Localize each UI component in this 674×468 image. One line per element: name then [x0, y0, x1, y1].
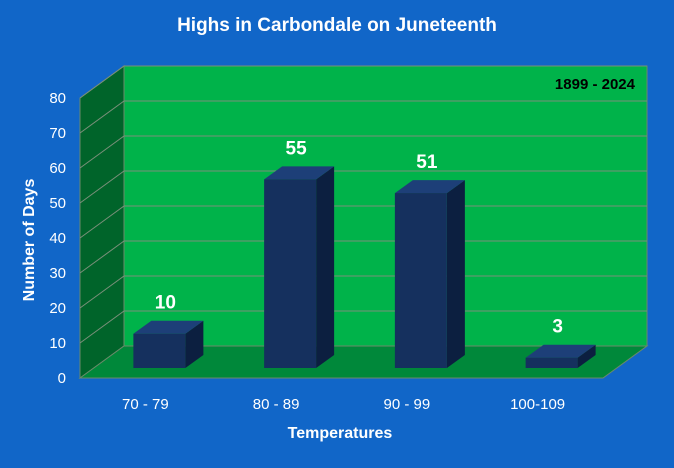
- x-axis-ticks: 70 - 79 80 - 89 90 - 99 100-109: [122, 396, 565, 413]
- bar: [394, 193, 447, 368]
- floor: [78, 345, 649, 379]
- bar-group: 51: [394, 152, 465, 368]
- bar-top: [525, 344, 596, 358]
- bar-side: [577, 344, 596, 368]
- y-tick-label: 30: [49, 265, 66, 282]
- y-tick-label: 70: [49, 125, 66, 142]
- bar: [133, 333, 186, 368]
- x-tick-label: 80 - 89: [253, 396, 300, 413]
- bar: [525, 357, 578, 368]
- gridline: [79, 275, 647, 309]
- gridline: [79, 205, 647, 239]
- y-tick-label: 50: [49, 195, 66, 212]
- y-tick-label: 10: [49, 335, 66, 352]
- bar-side: [316, 166, 335, 368]
- bar-group: 10: [133, 293, 204, 368]
- y-tick-label: 80: [49, 90, 66, 107]
- gridlines: [79, 65, 647, 344]
- chart-annotation: 1899 - 2024: [555, 76, 636, 93]
- bar-top: [264, 166, 335, 180]
- data-label: 10: [155, 293, 176, 314]
- gridline: [79, 100, 647, 134]
- bar-group: 55: [264, 138, 335, 368]
- y-axis-label: Number of Days: [21, 179, 38, 302]
- x-tick-label: 90 - 99: [384, 396, 431, 413]
- data-label: 3: [552, 317, 563, 338]
- y-tick-label: 40: [49, 230, 66, 247]
- bar-top: [394, 180, 465, 194]
- bar-group: 3: [525, 317, 596, 368]
- bar: [264, 179, 317, 368]
- bars: 10 55 51 3: [133, 138, 596, 368]
- bar-side: [446, 180, 465, 368]
- x-tick-label: 100-109: [510, 396, 565, 413]
- y-tick-label: 60: [49, 160, 66, 177]
- bar-side: [185, 320, 204, 368]
- y-tick-label: 0: [58, 370, 66, 387]
- gridline: [79, 65, 647, 99]
- data-label: 55: [286, 138, 308, 159]
- x-axis-label: Temperatures: [288, 425, 393, 442]
- gridline: [79, 135, 647, 169]
- data-label: 51: [416, 152, 438, 173]
- chart-title: Highs in Carbondale on Juneteenth: [177, 15, 497, 36]
- bar-top: [133, 320, 204, 334]
- y-axis-ticks: 0 10 20 30 40 50 60 70 80: [49, 90, 66, 387]
- y-tick-label: 20: [49, 300, 66, 317]
- gridline: [79, 170, 647, 204]
- gridline: [79, 240, 647, 274]
- x-tick-label: 70 - 79: [122, 396, 169, 413]
- gridline: [79, 310, 647, 344]
